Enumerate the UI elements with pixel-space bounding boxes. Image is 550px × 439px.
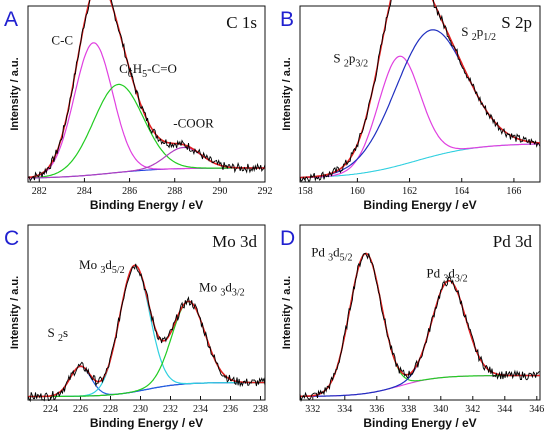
x-axis-label: Binding Energy / eV (363, 416, 476, 430)
y-axis-label: Intensity / a.u. (9, 276, 21, 349)
panel-letter: B (280, 8, 294, 31)
y-axis-label: Intensity / a.u. (9, 57, 21, 130)
plot-frame (299, 5, 541, 183)
component-peak-2 (300, 280, 540, 397)
raw-spectrum (27, 263, 266, 403)
x-tick-label: 224 (43, 404, 58, 415)
peak-annotation: Pd 3d3/2 (426, 266, 467, 285)
x-axis-label: Binding Energy / eV (363, 198, 476, 212)
plot-frame (299, 224, 541, 401)
x-tick-label: 228 (103, 404, 118, 415)
x-tick-label: 166 (506, 186, 521, 197)
x-tick-label: 158 (298, 186, 313, 197)
panel-title: Pd 3d (493, 232, 533, 251)
raw-spectrum (299, 0, 541, 182)
x-tick-label: 284 (77, 186, 92, 197)
component-peak-1 (300, 55, 541, 179)
panel-title: S 2p (501, 13, 532, 32)
panel-B: 158 160 162 164 166 Binding Energy / eV Intens… (280, 0, 541, 212)
plot-frame (27, 5, 266, 183)
component-peak-1 (28, 365, 265, 398)
peak-annotation: S 2p3/2 (333, 50, 368, 69)
component-peak-2 (27, 83, 265, 179)
background-line (300, 374, 540, 397)
panel-C: 224 226 228 230 232 234 236 238 Binding Energy /… (4, 224, 268, 430)
panel-letter: A (4, 8, 18, 31)
panel-title: C 1s (226, 13, 257, 32)
peak-annotation: S 2p1/2 (461, 24, 496, 43)
x-tick-label: 162 (402, 186, 417, 197)
fit-envelope (300, 0, 540, 179)
plot-frame (27, 224, 266, 401)
x-tick-label: 160 (350, 186, 365, 197)
peak-annotation: Mo 3d3/2 (199, 280, 245, 299)
component-peak-3 (28, 146, 265, 179)
peak-annotation: Mo 3d5/2 (79, 257, 125, 276)
x-axis-label: Binding Energy / eV (90, 416, 203, 430)
x-tick-label: 234 (193, 404, 208, 415)
x-tick-label: 286 (122, 186, 137, 197)
panel-A: 282 284 286 288 290 292 Binding Energy / eV Int… (4, 0, 273, 212)
peak-annotation: S 2s (48, 325, 69, 344)
panel-letter: D (280, 227, 295, 250)
x-tick-label: 338 (401, 404, 416, 415)
x-tick-label: 332 (305, 404, 320, 415)
x-tick-label: 340 (433, 404, 448, 415)
peak-annotation: Pd 3d5/2 (311, 245, 352, 264)
x-tick-label: 334 (337, 404, 352, 415)
x-tick-label: 344 (497, 404, 512, 415)
peak-annotation: -COOR (173, 115, 214, 130)
y-axis-label: Intensity / a.u. (281, 276, 293, 349)
x-tick-label: 238 (253, 404, 268, 415)
x-tick-label: 232 (163, 404, 178, 415)
x-axis-label: Binding Energy / eV (90, 198, 203, 212)
x-tick-label: 342 (465, 404, 480, 415)
panel-D: 332 334 336 338 340 342 344 346 Binding Energy /… (280, 224, 544, 430)
panel-letter: C (4, 227, 19, 250)
x-tick-label: 164 (454, 186, 469, 197)
peak-annotation: C-C (51, 33, 73, 48)
x-tick-label: 236 (223, 404, 238, 415)
x-tick-label: 292 (258, 186, 273, 197)
peak-annotation: C6H5-C=O (119, 61, 177, 80)
raw-spectrum (27, 0, 266, 182)
x-tick-label: 288 (167, 186, 182, 197)
x-tick-label: 282 (32, 186, 47, 197)
raw-spectrum (299, 253, 541, 403)
y-axis-label: Intensity / a.u. (281, 57, 293, 130)
fit-envelope (28, 264, 265, 398)
x-tick-label: 230 (133, 404, 148, 415)
x-tick-label: 226 (73, 404, 88, 415)
x-tick-label: 290 (212, 186, 227, 197)
panel-title: Mo 3d (212, 232, 257, 251)
x-tick-label: 336 (369, 404, 384, 415)
x-tick-label: 346 (529, 404, 544, 415)
